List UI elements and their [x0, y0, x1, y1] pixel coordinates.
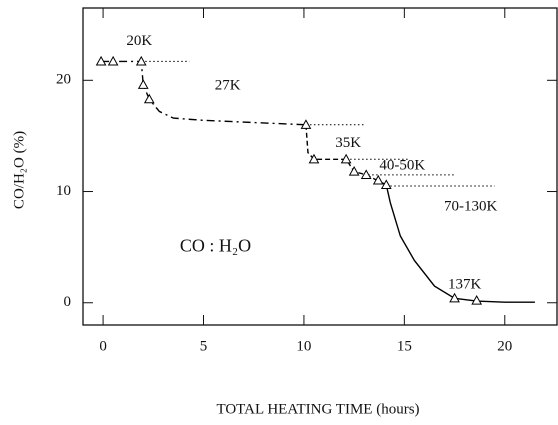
data-point [137, 79, 149, 89]
annotation: CO : H₂O [180, 235, 251, 255]
data-point [348, 165, 360, 176]
data-point [135, 55, 147, 66]
x-tick-label: 0 [99, 338, 107, 354]
fit-curve [101, 60, 306, 126]
x-tick-label: 5 [200, 338, 208, 354]
annotation: 27K [215, 77, 241, 93]
data-point [340, 153, 352, 164]
annotation: 20K [126, 33, 152, 49]
y-tick-label: 20 [56, 72, 71, 88]
annotation: 137K [448, 276, 482, 292]
x-axis-label: TOTAL HEATING TIME (hours) [216, 401, 419, 417]
data-point [372, 174, 384, 185]
data-point [360, 169, 372, 179]
y-axis-label: CO/H₂O (%) [11, 131, 27, 209]
x-tick-label: 20 [497, 338, 512, 354]
annotation: 70-130K [444, 199, 497, 215]
data-point [300, 119, 312, 129]
x-tick-label: 10 [296, 338, 311, 354]
y-tick-label: 0 [64, 294, 72, 310]
data-point [143, 93, 155, 104]
data-point [95, 55, 107, 66]
data-point [107, 55, 119, 66]
annotation: 40-50K [379, 157, 425, 173]
data-point [471, 295, 483, 305]
x-tick-label: 15 [397, 338, 412, 354]
data-point [380, 179, 392, 189]
fit-curve [385, 184, 535, 303]
annotation: 35K [335, 135, 361, 151]
data-point [308, 153, 320, 164]
plot-frame [82, 7, 558, 326]
y-tick-label: 10 [56, 183, 71, 199]
data-point [449, 292, 460, 303]
